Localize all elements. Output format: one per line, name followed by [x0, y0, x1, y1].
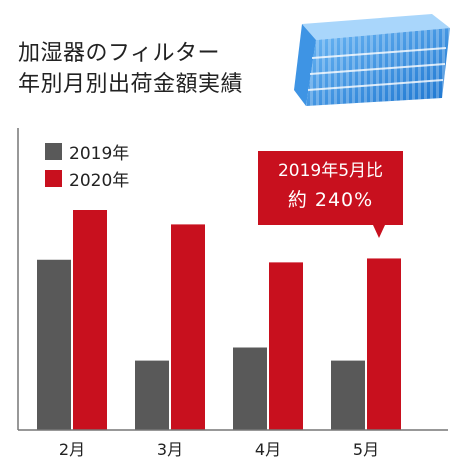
legend-swatch-2019 — [45, 143, 62, 160]
legend-swatch-2020 — [45, 170, 62, 187]
ticks-layer: 2月 3月 4月 5月 — [59, 440, 379, 459]
legend-label-2020: 2020年 — [69, 171, 130, 191]
bar-2019年-3月 — [135, 360, 169, 430]
x-tick-label: 5月 — [353, 440, 379, 459]
bars-layer — [37, 210, 401, 430]
bar-2019年-4月 — [233, 347, 267, 430]
x-tick-label: 4月 — [255, 440, 281, 459]
bar-2019年-5月 — [331, 360, 365, 430]
bar-2020年-4月 — [269, 262, 303, 430]
chart-title: 加湿器のフィルター 年別月別出荷金額実績 — [18, 38, 243, 100]
bar-2019年-2月 — [37, 259, 71, 430]
x-tick-label: 2月 — [59, 440, 85, 459]
callout-line-1: 2019年5月比 — [277, 161, 384, 181]
legend-label-2019: 2019年 — [69, 144, 130, 164]
title-line-2: 年別月別出荷金額実績 — [18, 72, 244, 97]
legend-item-2019: 2019年 — [45, 138, 129, 165]
humidifier-filter-image — [294, 14, 450, 106]
axes-layer — [17, 128, 448, 431]
callout-line-2: 約 240% — [287, 189, 374, 211]
x-tick-label: 3月 — [157, 440, 183, 459]
bar-2020年-2月 — [73, 210, 107, 430]
legend: 2019年 2020年 — [45, 138, 129, 192]
growth-callout: 2019年5月比 約 240% — [258, 151, 403, 238]
title-line-1: 加湿器のフィルター — [18, 41, 221, 66]
bar-2020年-3月 — [171, 224, 205, 430]
bar-2020年-5月 — [367, 258, 401, 430]
legend-item-2020: 2020年 — [45, 165, 129, 192]
